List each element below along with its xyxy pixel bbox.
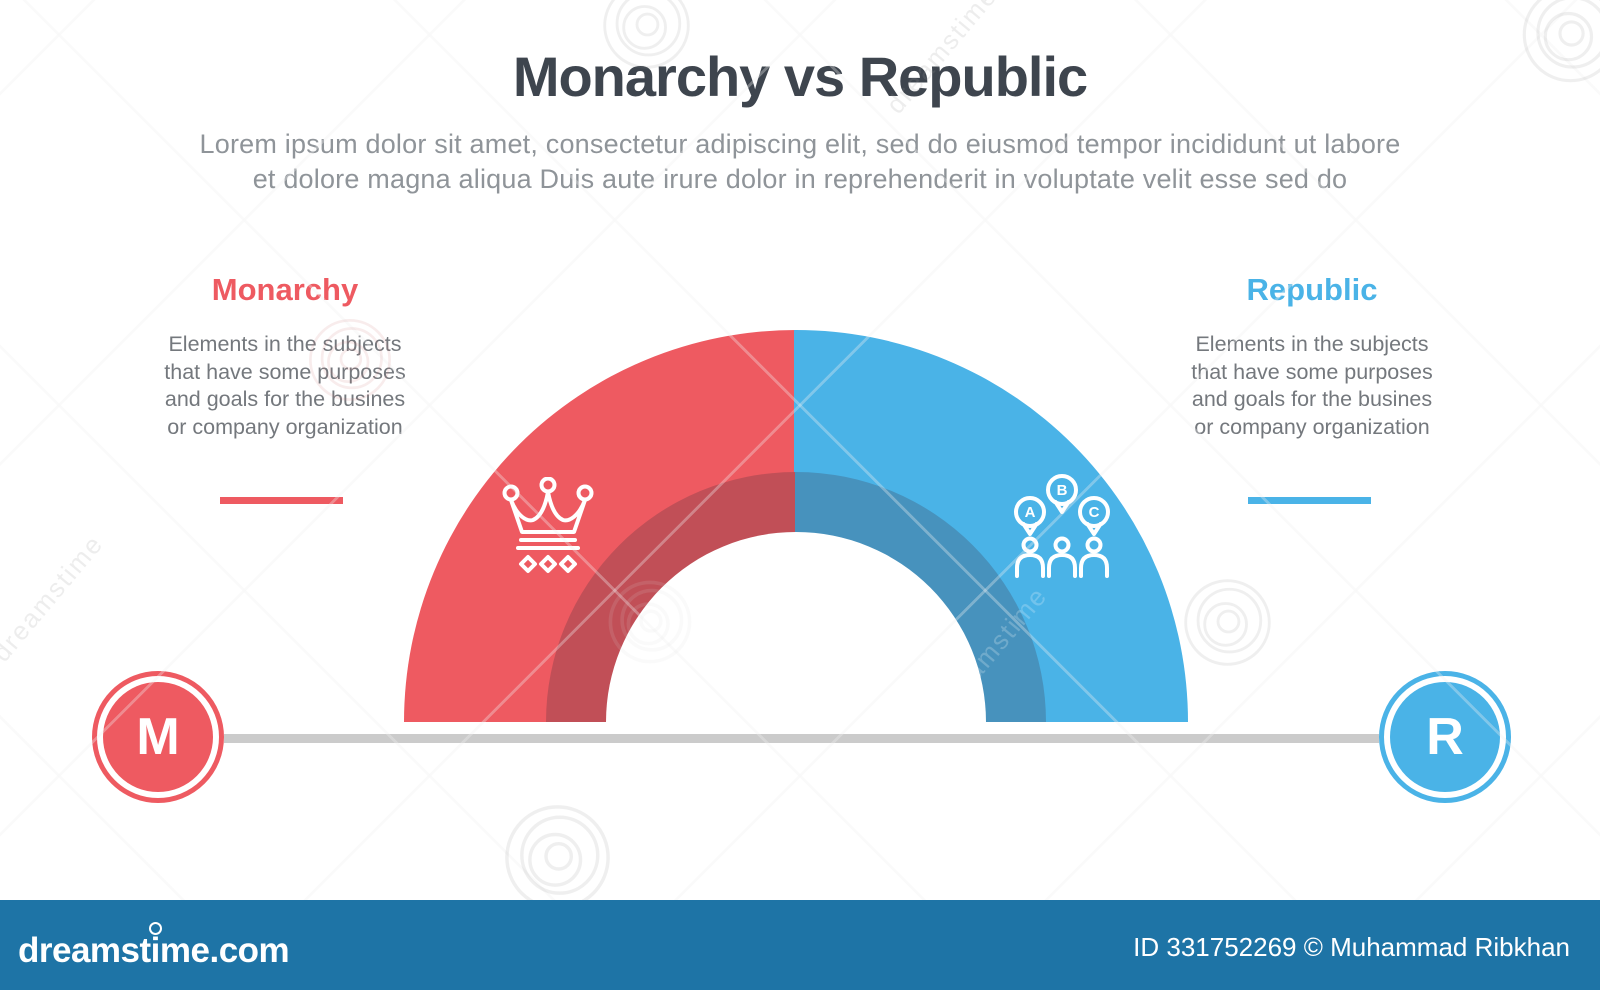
republic-description: Elements in the subjects that have some … (1152, 331, 1472, 441)
people-abc-pins-icon: A B C (1010, 466, 1114, 578)
baseline-connector (224, 734, 1379, 743)
watermark-spiral-icon (500, 800, 615, 915)
dreamstime-logo: dreamstime.com (18, 931, 290, 970)
monarchy-description-line: Elements in the subjects (168, 332, 402, 356)
republic-description-line: Elements in the subjects (1195, 332, 1429, 356)
republic-underline (1248, 497, 1371, 504)
monarchy-badge: M (92, 671, 224, 803)
watermark-spiral-icon (1180, 575, 1275, 670)
logo-swirl-icon (149, 922, 162, 935)
crown-icon (497, 477, 599, 575)
republic-description-line: that have some purposes (1191, 359, 1433, 384)
monarchy-description-line: and goals for the busines (164, 387, 406, 411)
pin-letter-b: B (1057, 482, 1068, 499)
monarchy-badge-letter: M (103, 682, 213, 792)
republic-label: Republic (1246, 272, 1378, 307)
republic-description-line: or company organization (1194, 414, 1430, 439)
monarchy-description: Elements in the subjects that have some … (125, 331, 445, 441)
monarchy-description-line: or company organization (167, 414, 403, 439)
page-title: Monarchy vs Republic (512, 45, 1088, 108)
image-credit: ID 331752269 © Muhammad Ribkhan (1133, 932, 1570, 962)
monarchy-label: Monarchy (211, 272, 359, 307)
republic-description-line: and goals for the busines (1191, 387, 1433, 411)
republic-badge: R (1379, 671, 1511, 803)
pin-letter-c: C (1089, 504, 1100, 521)
monarchy-underline (220, 497, 343, 504)
republic-badge-letter: R (1390, 682, 1500, 792)
subtitle-line-1: Lorem ipsum dolor sit amet, consectetur … (199, 129, 1401, 159)
footer-bar (0, 900, 1600, 990)
subtitle-line-2: et dolore magna aliqua Duis aute irure d… (252, 164, 1348, 194)
watermark-text: dreamstime (0, 528, 110, 668)
monarchy-description-line: that have some purposes (164, 359, 406, 384)
pin-letter-a: A (1025, 504, 1036, 521)
